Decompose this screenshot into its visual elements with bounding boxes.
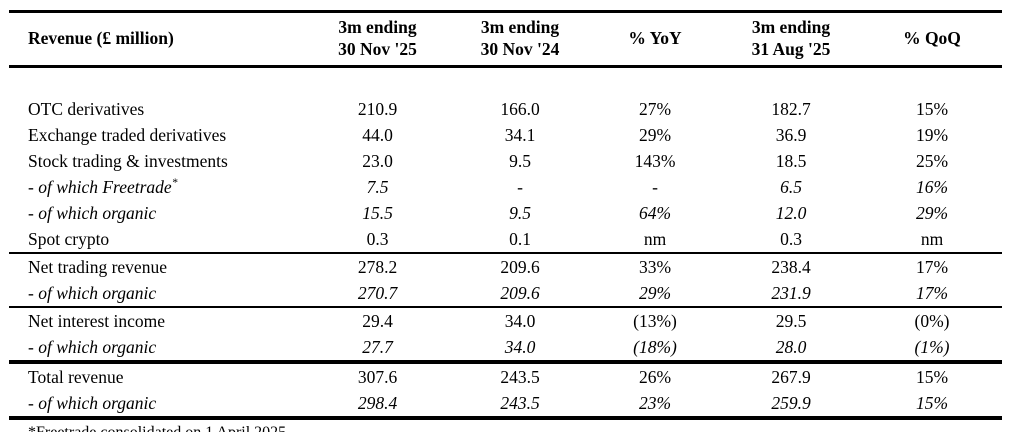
value-cell: 0.3 xyxy=(720,225,862,254)
col-header-3m-aug25: 3m ending 31 Aug '25 xyxy=(720,11,862,69)
value-cell: 33% xyxy=(638,256,672,277)
value-cell: 17% xyxy=(862,279,1002,308)
value-cell: 210.9 xyxy=(357,98,398,119)
value-cell: 6.5 xyxy=(780,176,802,197)
row-label: - of which organic xyxy=(9,389,305,420)
row-label: OTC derivatives xyxy=(28,98,145,119)
col-header-qoq: % QoQ xyxy=(862,11,1002,69)
value-cell: 26% xyxy=(638,366,672,387)
value-cell: 243.5 xyxy=(500,366,540,387)
value-cell: 267.9 xyxy=(771,366,811,387)
table-row-net-interest-income: Net interest income 29.4 34.0 (13%) 29.5… xyxy=(9,307,1002,334)
value-cell: nm xyxy=(862,225,1002,254)
value-cell: (0%) xyxy=(914,310,950,331)
table-row-of-which-freetrade: - of which Freetrade* 7.5 - - 6.5 16% xyxy=(9,174,1002,200)
table-row-exchange-traded-derivatives: Exchange traded derivatives 44.0 34.1 29… xyxy=(9,122,1002,148)
value-cell: 34.0 xyxy=(504,310,536,331)
value-cell: 278.2 xyxy=(357,256,398,277)
value-cell: 270.7 xyxy=(305,279,450,308)
value-cell: 19% xyxy=(915,124,949,145)
value-cell: 29% xyxy=(590,279,720,308)
value-cell: 15% xyxy=(915,366,949,387)
value-cell: 209.6 xyxy=(450,279,590,308)
table-row-total-revenue: Total revenue 307.6 243.5 26% 267.9 15% xyxy=(9,362,1002,390)
value-cell: 238.4 xyxy=(771,256,811,277)
value-cell: 34.1 xyxy=(504,124,536,145)
value-cell: 17% xyxy=(915,256,949,277)
table-row-spot-crypto: Spot crypto 0.3 0.1 nm 0.3 nm xyxy=(9,225,1002,254)
value-cell: 182.7 xyxy=(771,98,811,119)
value-cell: 27% xyxy=(638,98,672,119)
value-cell: 9.5 xyxy=(509,202,531,223)
col-header-yoy: % YoY xyxy=(590,11,720,69)
value-cell: 16% xyxy=(915,176,949,197)
row-label: - of which organic xyxy=(9,279,305,308)
value-cell: 231.9 xyxy=(720,279,862,308)
spacer-row xyxy=(9,67,1002,96)
table-row-of-which-organic-stock: - of which organic 15.5 9.5 64% 12.0 29% xyxy=(9,200,1002,226)
table-row-net-trading-revenue: Net trading revenue 278.2 209.6 33% 238.… xyxy=(9,253,1002,280)
row-label: - of which organic xyxy=(9,333,305,364)
header-row: Revenue (£ million) 3m ending 30 Nov '25… xyxy=(9,11,1002,69)
value-cell: (13%) xyxy=(633,310,677,331)
value-cell: - xyxy=(652,176,658,197)
value-cell: 23.0 xyxy=(362,150,393,171)
value-cell: 64% xyxy=(638,202,672,223)
value-cell: (18%) xyxy=(590,333,720,364)
revenue-table: Revenue (£ million) 3m ending 30 Nov '25… xyxy=(9,10,1002,420)
value-cell: (1%) xyxy=(862,333,1002,364)
value-cell: 0.1 xyxy=(450,225,590,254)
row-label: - of which Freetrade* xyxy=(9,174,305,200)
col-header-revenue: Revenue (£ million) xyxy=(9,11,305,69)
footnote: *Freetrade consolidated on 1 April 2025 xyxy=(28,423,1024,432)
page: Revenue (£ million) 3m ending 30 Nov '25… xyxy=(0,10,1024,432)
value-cell: 25% xyxy=(915,150,949,171)
value-cell: 259.9 xyxy=(720,389,862,420)
value-cell: 307.6 xyxy=(357,366,398,387)
value-cell: 0.3 xyxy=(305,225,450,254)
value-cell: 29.5 xyxy=(775,310,807,331)
value-cell: - xyxy=(517,176,523,197)
table-row-of-which-organic-total: - of which organic 298.4 243.5 23% 259.9… xyxy=(9,389,1002,420)
value-cell: 27.7 xyxy=(305,333,450,364)
value-cell: 209.6 xyxy=(500,256,540,277)
value-cell: 36.9 xyxy=(775,124,807,145)
col-header-3m-nov25: 3m ending 30 Nov '25 xyxy=(305,11,450,69)
value-cell: 298.4 xyxy=(305,389,450,420)
value-cell: 29% xyxy=(638,124,672,145)
table-row-stock-trading-investments: Stock trading & investments 23.0 9.5 143… xyxy=(9,148,1002,174)
value-cell: 23% xyxy=(590,389,720,420)
value-cell: 143% xyxy=(634,150,676,171)
value-cell: 28.0 xyxy=(720,333,862,364)
value-cell: 29% xyxy=(915,202,949,223)
row-label: Total revenue xyxy=(28,366,124,387)
row-label: Net interest income xyxy=(28,310,166,331)
row-label: - of which organic xyxy=(28,202,157,223)
value-cell: 166.0 xyxy=(500,98,540,119)
table-row-of-which-organic-interest: - of which organic 27.7 34.0 (18%) 28.0 … xyxy=(9,333,1002,364)
value-cell: 15% xyxy=(915,98,949,119)
value-cell: 7.5 xyxy=(366,176,389,197)
value-cell: 44.0 xyxy=(362,124,393,145)
row-label: Exchange traded derivatives xyxy=(28,124,227,145)
row-label: Stock trading & investments xyxy=(28,150,228,171)
spacer-cell xyxy=(9,67,1002,96)
value-cell: 9.5 xyxy=(509,150,531,171)
table-row-of-which-organic-trading: - of which organic 270.7 209.6 29% 231.9… xyxy=(9,279,1002,308)
footnote-marker: * xyxy=(171,177,178,190)
value-cell: 12.0 xyxy=(775,202,807,223)
col-header-3m-nov24: 3m ending 30 Nov '24 xyxy=(450,11,590,69)
row-label-text: - of which Freetrade xyxy=(28,176,172,197)
value-cell: 29.4 xyxy=(362,310,393,331)
row-label: Net trading revenue xyxy=(28,256,167,277)
table-row-otc-derivatives: OTC derivatives 210.9 166.0 27% 182.7 15… xyxy=(9,96,1002,122)
value-cell: nm xyxy=(590,225,720,254)
value-cell: 18.5 xyxy=(775,150,807,171)
row-label: Spot crypto xyxy=(9,225,305,254)
value-cell: 34.0 xyxy=(450,333,590,364)
value-cell: 15.5 xyxy=(362,202,393,223)
value-cell: 15% xyxy=(862,389,1002,420)
value-cell: 243.5 xyxy=(450,389,590,420)
